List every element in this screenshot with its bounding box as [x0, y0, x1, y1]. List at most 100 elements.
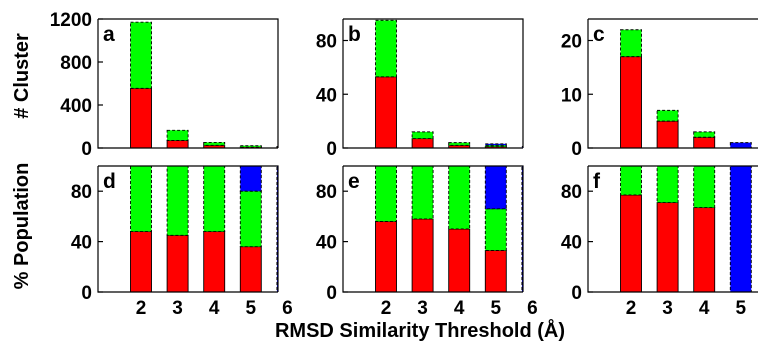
- y-tick-label-d: 80: [71, 182, 92, 203]
- panel-c: 0 10 20 c: [561, 18, 758, 160]
- y-axis-label-bottom: % Population: [11, 163, 33, 290]
- panel-label-f: f: [593, 170, 601, 193]
- bar-c-3-green: [656, 109, 679, 122]
- bar-d-3-green: [166, 166, 189, 236]
- x-tick-label-f-3: 3: [662, 298, 673, 319]
- panel-b: 0 40 80 b: [316, 18, 524, 160]
- bar-f-3-green: [656, 166, 679, 203]
- bar-e-5-blue: [484, 166, 507, 210]
- bar-a-3-green: [166, 129, 189, 141]
- bar-a-4-green: [203, 141, 226, 146]
- bar-b-4-green: [448, 142, 471, 146]
- x-tick-label-f-5: 5: [736, 298, 747, 319]
- bar-a-2-red: [130, 87, 152, 148]
- y-axis-label-top: # Cluster: [11, 33, 33, 119]
- x-tick-label-e-3: 3: [417, 298, 428, 319]
- bar-a-3-red: [166, 140, 189, 148]
- y-tick-label-e: 0: [326, 283, 337, 304]
- bar-c-3-red: [656, 120, 679, 148]
- bar-f-4-red: [693, 207, 716, 292]
- y-tick-label-b: 40: [316, 85, 337, 106]
- bar-d-5-red: [239, 246, 262, 292]
- x-tick-label-e-6: 6: [527, 298, 538, 319]
- y-tick-label-e: 80: [316, 182, 337, 203]
- y-tick-label-f: 0: [571, 283, 582, 304]
- bar-e-6-blue: [521, 166, 523, 292]
- bar-e-2-green: [375, 166, 397, 222]
- bars-b: [375, 19, 523, 148]
- bars-d: [130, 166, 278, 292]
- panel-e: 2 3 4 5 6 0 40 80 e: [316, 165, 538, 319]
- x-tick-label-f-4: 4: [699, 298, 710, 319]
- bar-f-5-blue: [729, 166, 752, 292]
- panel-label-d: d: [103, 170, 116, 193]
- bar-d-5-blue: [239, 166, 262, 192]
- bar-f-3-red: [656, 202, 679, 292]
- y-tick-label-a: 0: [81, 139, 92, 160]
- bar-b-3-green: [411, 131, 434, 140]
- y-tick-label-a: 800: [60, 53, 92, 74]
- panel-f: 2345604080f: [561, 165, 758, 319]
- y-tick-label-a: 400: [60, 96, 92, 117]
- axes-frame-a: [97, 18, 279, 149]
- bar-d-2-green: [130, 166, 152, 232]
- bar-f-4-green: [693, 166, 716, 209]
- y-tick-label-f: 40: [561, 233, 582, 254]
- bar-f-2-green: [620, 166, 642, 196]
- bars-c: [620, 29, 752, 148]
- bar-b-6-blue: [521, 146, 523, 148]
- y-tick-label-b: 80: [316, 32, 337, 53]
- bar-a-6-red: [276, 146, 278, 148]
- y-tick-label-c: 0: [571, 139, 582, 160]
- bar-d-4-red: [203, 231, 226, 292]
- bar-f-2-red: [620, 194, 642, 292]
- bar-e-3-red: [411, 218, 434, 292]
- bar-d-6-blue: [276, 166, 278, 292]
- x-tick-label-e-2: 2: [381, 298, 392, 319]
- y-tick-label-c: 20: [561, 32, 582, 53]
- bar-e-4-green: [448, 166, 471, 230]
- y-tick-label-d: 40: [71, 233, 92, 254]
- x-axis-label: RMSD Similarity Threshold (Å): [275, 318, 565, 342]
- panel-d: 2 3 4 5 6 0 40 80 d: [71, 165, 293, 319]
- bar-d-4-green: [203, 166, 226, 232]
- bar-b-3-red: [411, 138, 434, 148]
- bar-d-5-green: [239, 190, 262, 248]
- bar-d-3-red: [166, 234, 189, 292]
- x-tick-label-e-4: 4: [454, 298, 465, 319]
- y-tick-label-a: 1200: [50, 10, 92, 31]
- y-tick-label-d: 0: [81, 283, 92, 304]
- x-tick-label-e-5: 5: [491, 298, 502, 319]
- panel-a: 0 400 800 1200 a: [50, 10, 279, 160]
- bar-b-5-blue: [484, 143, 507, 146]
- bar-b-2-red: [375, 76, 397, 148]
- bar-e-3-green: [411, 166, 434, 220]
- bars-a: [130, 21, 278, 148]
- panel-label-c: c: [593, 23, 605, 46]
- axes-frame-b: [342, 18, 524, 149]
- panel-label-b: b: [348, 23, 361, 46]
- bar-c-4-green: [693, 131, 716, 138]
- bar-d-2-red: [130, 231, 152, 292]
- bar-b-2-green: [375, 19, 397, 78]
- y-tick-label-c: 10: [561, 85, 582, 106]
- bar-c-2-red: [620, 56, 642, 148]
- x-tick-label-d-3: 3: [172, 298, 183, 319]
- bars-f: [620, 166, 752, 292]
- y-tick-label-e: 40: [316, 233, 337, 254]
- bar-e-2-red: [375, 220, 397, 292]
- x-tick-label-d-4: 4: [209, 298, 220, 319]
- y-tick-label-b: 0: [326, 139, 337, 160]
- panel-label-e: e: [348, 170, 360, 193]
- bar-c-2-green: [620, 29, 642, 58]
- bar-e-4-red: [448, 228, 471, 292]
- x-tick-label-d-6: 6: [282, 298, 293, 319]
- bar-a-2-green: [130, 21, 152, 89]
- x-tick-label-d-2: 2: [136, 298, 147, 319]
- bars-e: [375, 166, 523, 292]
- bar-e-5-green: [484, 208, 507, 251]
- bar-c-4-red: [693, 136, 716, 148]
- panel-label-a: a: [103, 23, 115, 46]
